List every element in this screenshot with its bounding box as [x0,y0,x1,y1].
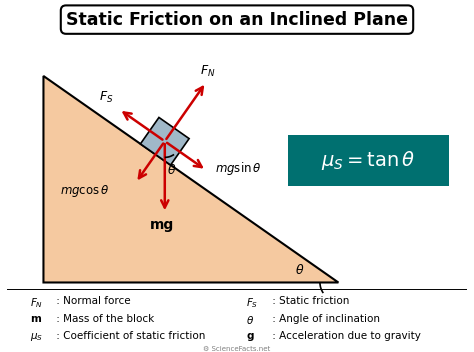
Text: Static Friction on an Inclined Plane: Static Friction on an Inclined Plane [66,11,408,29]
Polygon shape [140,118,189,165]
Text: $mg\sin\theta$: $mg\sin\theta$ [215,160,262,177]
Text: m: m [30,314,40,324]
Text: $\theta$: $\theta$ [294,263,304,277]
Text: : Mass of the block: : Mass of the block [53,314,154,324]
Text: : Normal force: : Normal force [53,296,130,306]
Polygon shape [44,76,338,283]
Text: : Static friction: : Static friction [269,296,350,306]
Text: $\mu_S$: $\mu_S$ [30,331,43,343]
Text: $F_N$: $F_N$ [201,64,216,80]
Text: $\theta$: $\theta$ [167,163,176,177]
Text: $F_S$: $F_S$ [99,90,114,105]
Text: ⚙ ScienceFacts.net: ⚙ ScienceFacts.net [203,346,271,352]
Text: $F_S$: $F_S$ [246,296,258,310]
Text: $\mu_S = \tan\theta$: $\mu_S = \tan\theta$ [321,149,416,172]
Text: $F_N$: $F_N$ [30,296,43,310]
FancyBboxPatch shape [288,135,449,186]
Text: : Acceleration due to gravity: : Acceleration due to gravity [269,331,421,341]
Text: : Coefficient of static friction: : Coefficient of static friction [53,331,205,341]
Text: $\theta$: $\theta$ [246,314,255,326]
Text: : Angle of inclination: : Angle of inclination [269,314,380,324]
Text: mg: mg [150,218,174,232]
Text: g: g [246,331,254,341]
Text: $mg\cos\theta$: $mg\cos\theta$ [60,183,109,199]
